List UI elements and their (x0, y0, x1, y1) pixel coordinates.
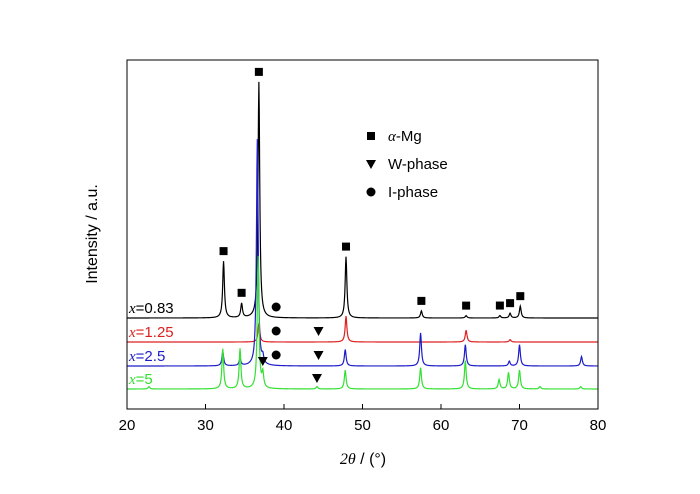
legend-label-3: I-phase (388, 184, 438, 201)
marker-triangle-down-12 (257, 357, 268, 366)
x-tick-label-40: 40 (276, 417, 293, 434)
marker-square-7 (506, 299, 515, 308)
marker-triangle-down-15 (311, 374, 322, 383)
x-tick-label-60: 60 (433, 417, 450, 434)
marker-square-8 (516, 292, 525, 301)
legend-label-2: W-phase (388, 156, 448, 173)
series-label-var-2: x (128, 325, 136, 341)
x-tick-label-80: 80 (590, 417, 607, 434)
series-labels: x=0.83x=1.25x=2.5x=5 (128, 300, 174, 388)
series-line-4 (127, 256, 598, 390)
plot-frame (126, 59, 599, 410)
x-tick-label-20: 20 (119, 417, 136, 434)
series-label-3: x=2.5 (128, 348, 165, 365)
series-curves (127, 81, 598, 390)
series-line-3 (127, 139, 598, 367)
series-label-4: x=5 (128, 371, 153, 388)
series-line-1 (127, 81, 598, 319)
series-label-value-3: =2.5 (136, 348, 166, 365)
legend: α-Mg W-phase I-phase (366, 128, 448, 201)
marker-square-6 (495, 301, 504, 310)
marker-circle-10 (271, 326, 281, 336)
legend-label-1: α-Mg (388, 128, 422, 145)
series-label-1: x=0.83 (128, 300, 174, 317)
legend-circle-marker (366, 187, 376, 197)
series-label-var-1: x (128, 301, 136, 317)
series-line-2 (127, 315, 598, 343)
marker-circle-9 (271, 302, 281, 312)
marker-square-2 (254, 67, 263, 76)
x-axis-ticks: 20 30 40 50 60 70 80 (119, 404, 607, 434)
marker-square-5 (462, 301, 471, 310)
legend-label-text-1: -Mg (396, 128, 422, 145)
legend-label-text-3: I-phase (388, 184, 438, 201)
marker-circle-14 (271, 350, 281, 360)
marker-square-0 (219, 247, 228, 256)
legend-label-text-2: W-phase (388, 156, 448, 173)
series-label-value-2: =1.25 (136, 324, 174, 341)
marker-square-3 (342, 242, 351, 251)
legend-square-marker (367, 132, 375, 140)
x-tick-label-30: 30 (197, 417, 214, 434)
legend-triangle-marker (366, 160, 376, 169)
series-label-2: x=1.25 (128, 324, 174, 341)
x-tick-label-50: 50 (354, 417, 371, 434)
x-axis-title: 2θ / (°) (340, 451, 386, 468)
marker-triangle-down-13 (313, 351, 324, 360)
marker-triangle-down-11 (313, 327, 324, 336)
series-label-var-3: x (128, 349, 136, 365)
marker-square-4 (417, 296, 426, 305)
series-label-var-4: x (128, 372, 136, 388)
series-label-value-1: =0.83 (136, 300, 174, 317)
marker-square-1 (237, 288, 246, 297)
series-label-value-4: =5 (136, 371, 153, 388)
y-axis-title: Intensity / a.u. (84, 184, 101, 284)
x-tick-label-70: 70 (511, 417, 528, 434)
legend-symbol: α (388, 129, 397, 145)
phase-markers (219, 67, 525, 383)
